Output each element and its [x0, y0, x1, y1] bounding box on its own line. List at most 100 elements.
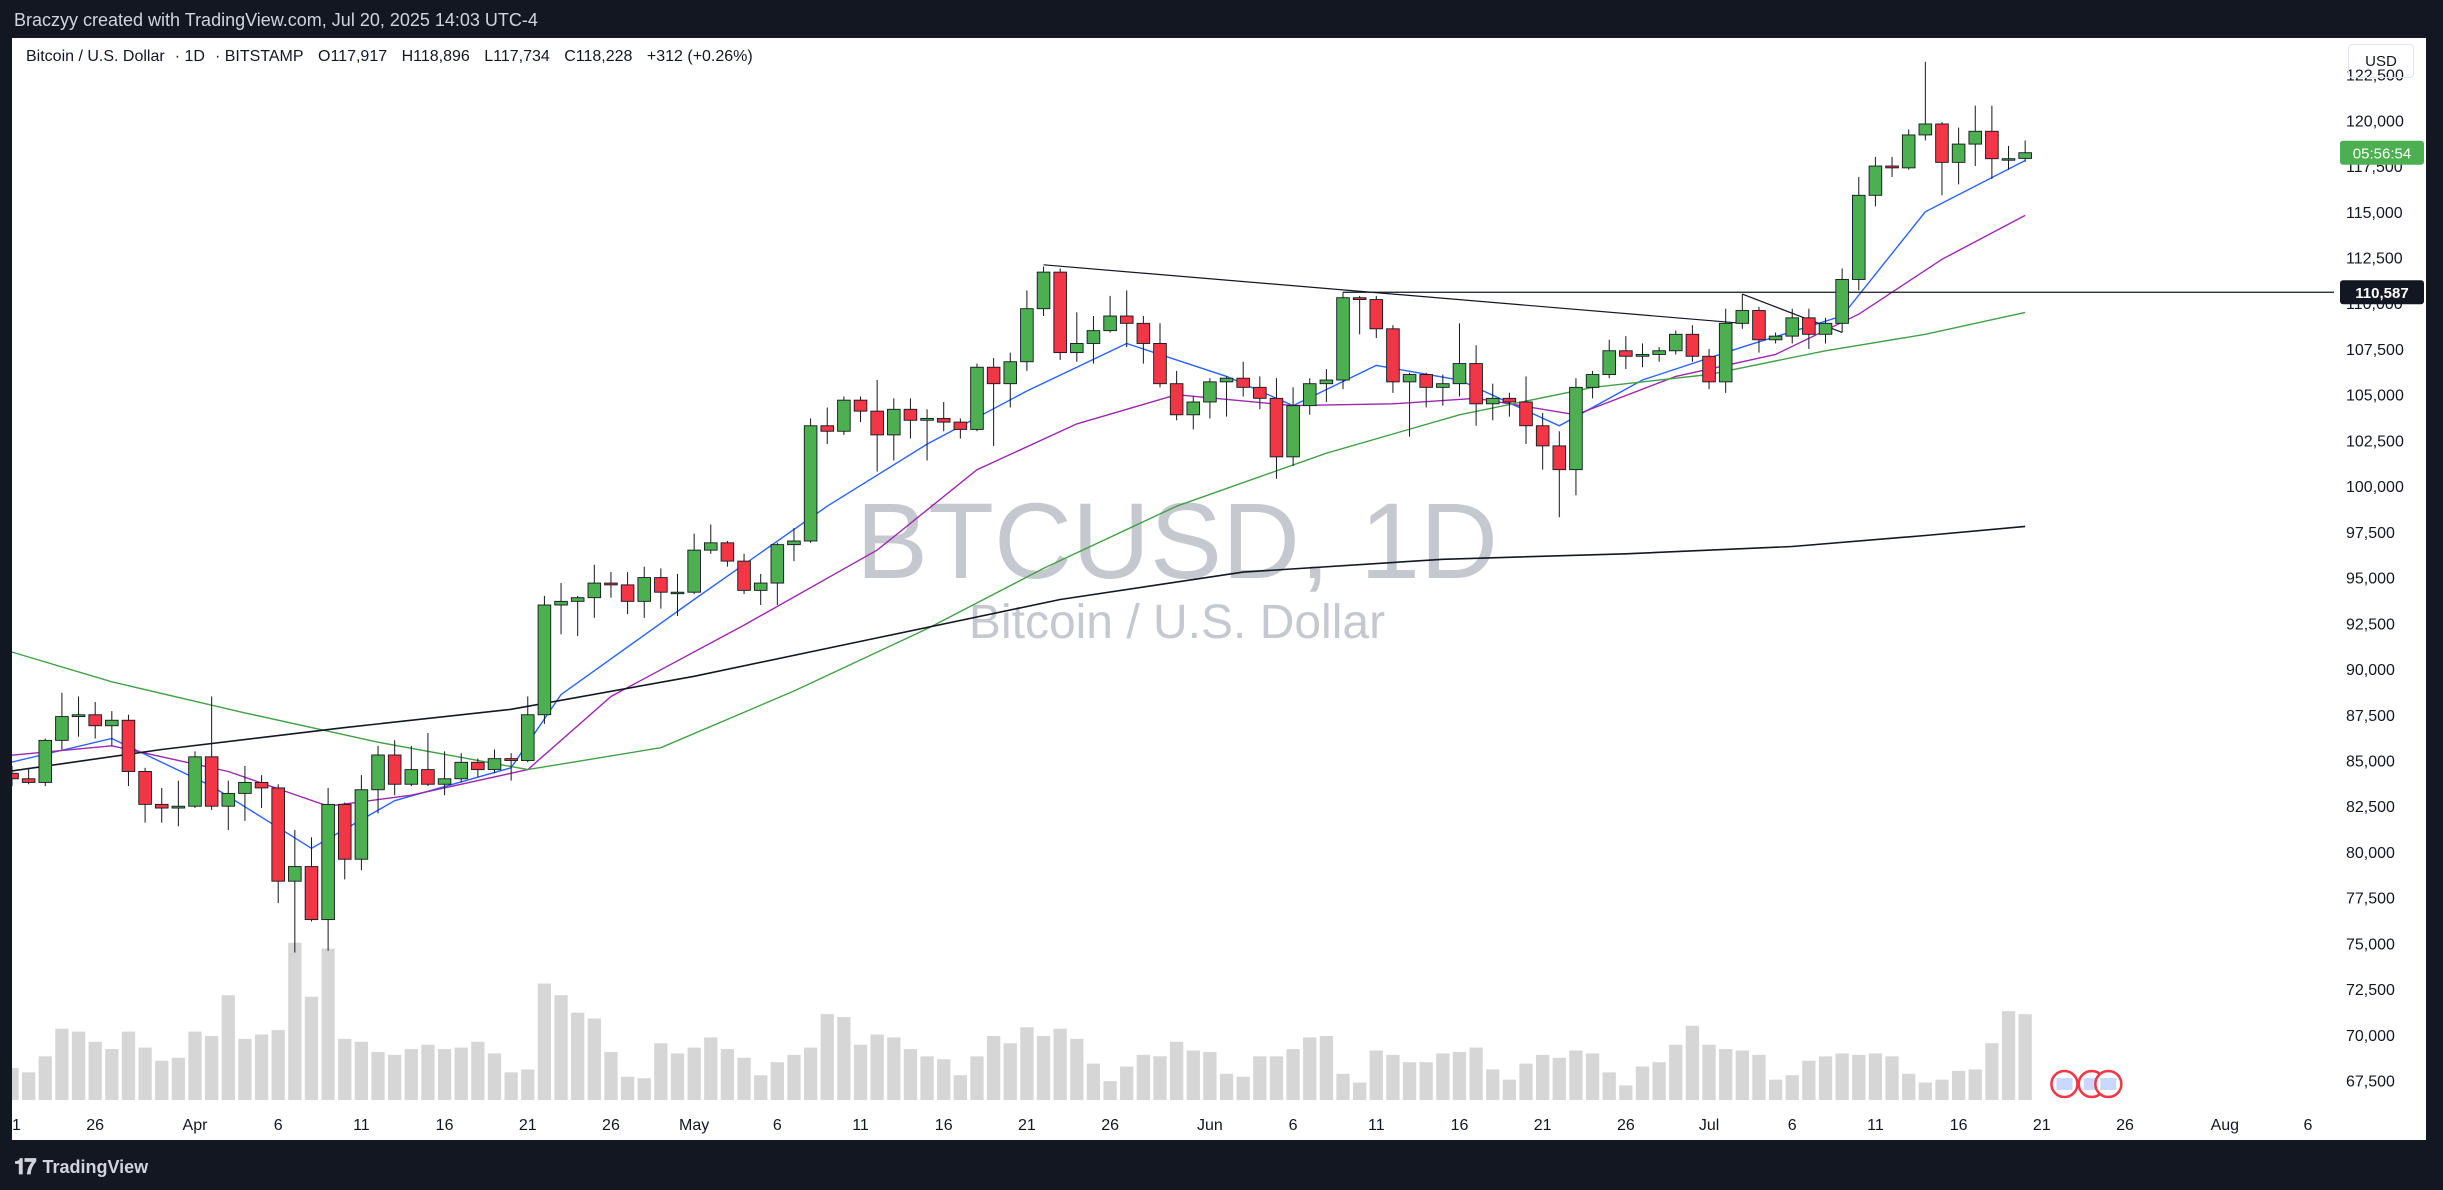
- volume-bar: [1086, 1063, 1101, 1100]
- currency-button[interactable]: USD: [2348, 44, 2414, 78]
- candle-body: [1785, 317, 1800, 337]
- volume-bar: [920, 1056, 934, 1100]
- candle-body: [171, 805, 186, 809]
- x-tick-label: 21: [12, 1117, 21, 1134]
- candle-body: [1752, 310, 1766, 341]
- candle-body: [1935, 123, 1949, 163]
- volume-bar: [354, 1041, 369, 1100]
- candle-body: [1253, 386, 1267, 399]
- volume-bar: [2001, 1011, 2016, 1100]
- volume-bar: [1402, 1062, 1417, 1100]
- x-tick-label: 6: [1788, 1117, 1797, 1134]
- watermark-ticker: BTCUSD, 1D: [856, 480, 1498, 601]
- candle-body: [1469, 363, 1483, 405]
- volume-bar: [1802, 1060, 1816, 1100]
- volume-bar: [304, 996, 319, 1100]
- candle-body: [1569, 386, 1583, 471]
- volume-bar: [1719, 1049, 1733, 1100]
- y-tick-label: 67,500: [2346, 1074, 2395, 1091]
- candle-body: [587, 582, 602, 599]
- volume-bar: [1369, 1050, 1383, 1100]
- candle-body: [1386, 328, 1400, 383]
- volume-bar: [221, 995, 235, 1100]
- attribution-bar: Braczyy created with TradingView.com, Ju…: [0, 0, 2443, 38]
- countdown-label: 05:56:54: [2353, 146, 2411, 163]
- volume-bar: [1053, 1028, 1067, 1100]
- x-tick-label: 6: [1289, 1117, 1298, 1134]
- candle-body: [520, 714, 535, 761]
- volume-bar: [637, 1078, 651, 1100]
- candle-body: [1086, 330, 1101, 344]
- candle-body: [1519, 401, 1533, 427]
- candle-body: [504, 758, 518, 761]
- candle-body: [138, 771, 152, 805]
- candle-body: [986, 366, 1001, 385]
- volume-bar: [338, 1038, 352, 1100]
- candle-body: [387, 754, 402, 785]
- symbol-name[interactable]: Bitcoin / U.S. Dollar: [26, 48, 165, 65]
- volume-bar: [371, 1051, 385, 1100]
- volume-bar: [704, 1037, 718, 1100]
- volume-bar: [887, 1037, 901, 1100]
- candle-body: [1436, 383, 1450, 388]
- x-tick-label: 11: [852, 1117, 869, 1134]
- y-tick-label: 90,000: [2346, 662, 2395, 679]
- x-tick-label: 26: [86, 1117, 104, 1134]
- volume-bar: [770, 1062, 784, 1100]
- candle-body: [1901, 134, 1916, 169]
- x-tick-label: 16: [1451, 1117, 1469, 1134]
- volume-bar: [1020, 1027, 1034, 1100]
- candle-body: [870, 410, 884, 436]
- y-tick-label: 102,500: [2346, 433, 2404, 450]
- candle-body: [371, 754, 385, 791]
- candle-body: [2018, 152, 2032, 159]
- attribution-text: Braczyy created with TradingView.com, Ju…: [14, 10, 538, 30]
- candle-body: [1652, 350, 1666, 355]
- volume-bar: [1619, 1085, 1633, 1100]
- candle-body: [1918, 123, 1933, 136]
- volume-bar: [1635, 1066, 1650, 1100]
- candle-body: [936, 417, 951, 423]
- volume-bar: [1835, 1053, 1849, 1100]
- symbol-legend[interactable]: Bitcoin / U.S. Dollar · 1D · BITSTAMP O117…: [26, 48, 753, 65]
- volume-bar: [388, 1054, 402, 1100]
- candle-body: [770, 544, 785, 584]
- tradingview-logo[interactable]: 𝟏𝟕 TradingView: [14, 1154, 148, 1180]
- volume-bar: [571, 1012, 585, 1100]
- candle-body: [454, 761, 468, 780]
- candle-body: [1619, 350, 1633, 357]
- candle-body: [1602, 350, 1616, 375]
- y-tick-label: 85,000: [2346, 753, 2395, 770]
- ohlc-high: H118,896: [401, 48, 470, 65]
- y-tick-label: 75,000: [2346, 936, 2395, 953]
- candle-body: [1552, 445, 1567, 471]
- volume-bar: [803, 1047, 818, 1100]
- volume-bar: [1336, 1073, 1350, 1100]
- volume-bar: [1103, 1081, 1117, 1100]
- candle-body: [1302, 383, 1317, 407]
- volume-bar: [1452, 1051, 1467, 1100]
- volume-bar: [1486, 1069, 1500, 1100]
- chart-panel[interactable]: BTCUSD, 1D Bitcoin / U.S. Dollar 122,500 12…: [12, 38, 2426, 1140]
- candle-body: [1868, 165, 1883, 196]
- candle-body: [254, 781, 269, 789]
- volume-bar: [1918, 1082, 1932, 1100]
- volume-bar: [1203, 1051, 1217, 1100]
- candle-body: [354, 789, 369, 860]
- candle-body: [105, 719, 119, 727]
- candle-body: [1236, 377, 1250, 388]
- volume-bar: [837, 1017, 851, 1100]
- volume-bar: [105, 1049, 119, 1100]
- x-tick-label: May: [679, 1117, 709, 1134]
- x-tick-label: 26: [602, 1117, 620, 1134]
- candle-body: [953, 421, 968, 430]
- volume-bar: [870, 1034, 884, 1100]
- candle-body: [704, 542, 718, 551]
- symbol-interval: 1D: [184, 48, 205, 65]
- volume-bar: [1652, 1062, 1666, 1100]
- candle-body: [1269, 397, 1284, 458]
- candle-body: [204, 756, 219, 807]
- x-tick-label: 26: [2116, 1117, 2134, 1134]
- volume-bar: [1436, 1053, 1450, 1100]
